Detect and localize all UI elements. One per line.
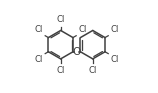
Text: Cl: Cl [57, 15, 65, 24]
Text: Cl: Cl [57, 66, 65, 75]
Text: Cl: Cl [88, 66, 97, 75]
Text: Cl: Cl [111, 25, 119, 34]
Text: Cl: Cl [34, 25, 43, 34]
Text: Cl: Cl [111, 55, 119, 64]
Text: Cl: Cl [79, 25, 87, 34]
Text: Cl: Cl [34, 55, 43, 64]
Text: O: O [73, 47, 81, 57]
